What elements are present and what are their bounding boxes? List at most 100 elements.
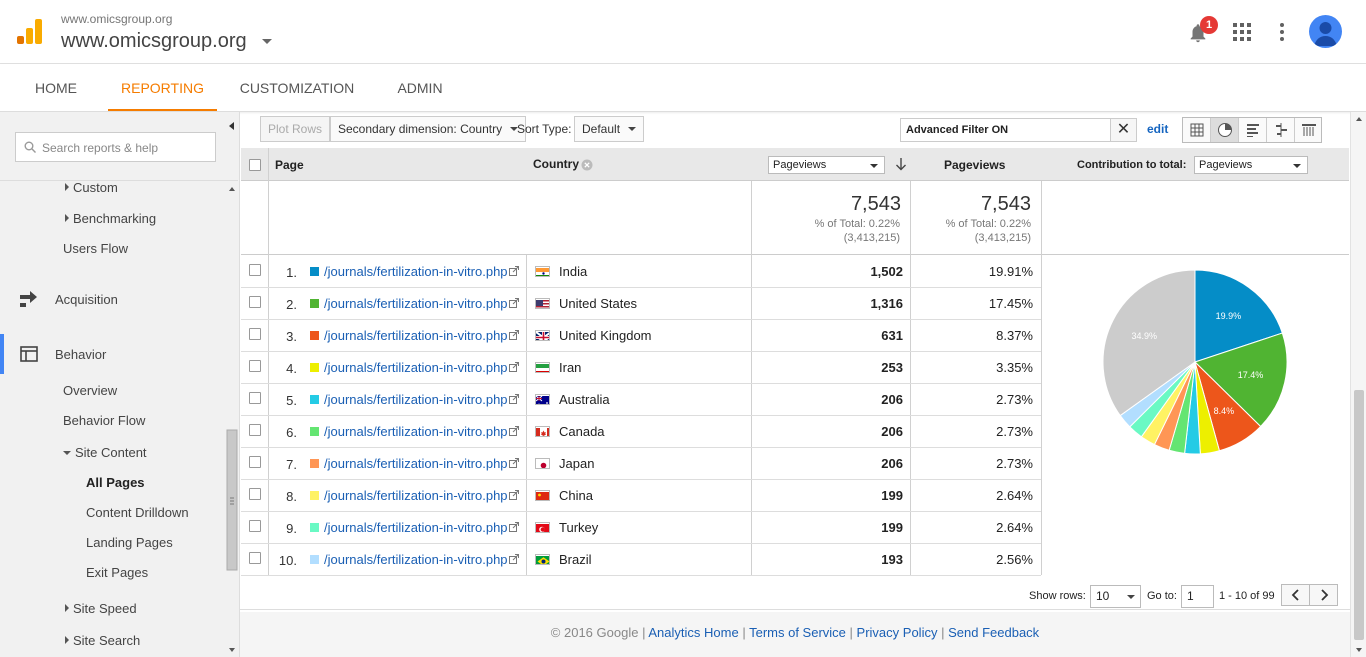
tab-admin[interactable]: ADMIN xyxy=(397,80,443,96)
clear-filter-button[interactable]: ✕ xyxy=(1110,118,1137,142)
advanced-filter-field[interactable]: Advanced Filter ON xyxy=(900,118,1111,142)
sidebar-item-site-search[interactable]: Site Search xyxy=(65,633,140,648)
previous-page-button[interactable] xyxy=(1282,585,1310,605)
pie-slice-other[interactable] xyxy=(1102,269,1196,417)
country-cell[interactable]: United Kingdom xyxy=(559,328,652,343)
page-link[interactable]: /journals/fertilization-in-vitro.php xyxy=(324,424,508,439)
external-link-icon[interactable] xyxy=(509,554,519,564)
row-checkbox[interactable] xyxy=(249,328,261,340)
country-cell[interactable]: China xyxy=(559,488,593,503)
contribution-select[interactable]: Pageviews xyxy=(1194,156,1308,174)
sidebar-item-acquisition[interactable]: Acquisition xyxy=(55,292,118,307)
metric-select[interactable]: Pageviews xyxy=(768,156,885,174)
row-checkbox[interactable] xyxy=(249,360,261,372)
row-checkbox[interactable] xyxy=(249,392,261,404)
page-link[interactable]: /journals/fertilization-in-vitro.php xyxy=(324,392,508,407)
scrollbar-thumb[interactable] xyxy=(1354,390,1364,640)
collapse-sidebar-icon[interactable] xyxy=(229,122,234,130)
external-link-icon[interactable] xyxy=(509,330,519,340)
external-link-icon[interactable] xyxy=(509,458,519,468)
country-cell[interactable]: Canada xyxy=(559,424,605,439)
page-link[interactable]: /journals/fertilization-in-vitro.php xyxy=(324,456,508,471)
secondary-dimension-select[interactable]: Secondary dimension: Country xyxy=(330,116,527,142)
search-input[interactable]: Search reports & help xyxy=(15,132,216,162)
account-avatar-icon[interactable] xyxy=(1309,15,1342,48)
sidebar-item-benchmarking[interactable]: Benchmarking xyxy=(65,211,156,226)
sort-type-select[interactable]: Default xyxy=(574,116,645,142)
terms-link[interactable]: Terms of Service xyxy=(749,625,846,640)
country-cell[interactable]: Japan xyxy=(559,456,595,471)
analytics-logo-icon[interactable] xyxy=(17,19,45,47)
row-checkbox[interactable] xyxy=(249,456,261,468)
tab-reporting[interactable]: REPORTING xyxy=(108,64,217,111)
page-link[interactable]: /journals/fertilization-in-vitro.php xyxy=(324,360,508,375)
page-link[interactable]: /journals/fertilization-in-vitro.php xyxy=(324,552,508,567)
sidebar-item-users-flow[interactable]: Users Flow xyxy=(63,241,129,256)
external-link-icon[interactable] xyxy=(509,426,519,436)
edit-filter-link[interactable]: edit xyxy=(1147,122,1169,136)
more-vert-icon[interactable] xyxy=(1276,23,1288,41)
country-cell[interactable]: India xyxy=(559,264,588,279)
notification-badge[interactable]: 1 xyxy=(1200,16,1218,34)
goto-input[interactable]: 1 xyxy=(1181,585,1214,608)
page-link[interactable]: /journals/fertilization-in-vitro.php xyxy=(324,264,508,279)
privacy-link[interactable]: Privacy Policy xyxy=(856,625,938,640)
column-header-pageviews[interactable]: Pageviews xyxy=(944,158,1006,172)
select-all-checkbox[interactable] xyxy=(249,159,261,171)
sidebar-scrollbar[interactable] xyxy=(226,182,238,657)
page-link[interactable]: /journals/fertilization-in-vitro.php xyxy=(324,328,508,343)
row-checkbox[interactable] xyxy=(249,520,261,532)
row-checkbox[interactable] xyxy=(249,296,261,308)
pie-slice-india[interactable] xyxy=(1194,269,1283,363)
country-cell[interactable]: United States xyxy=(559,296,638,311)
pie-view-icon[interactable] xyxy=(1211,118,1239,142)
chevron-down-icon[interactable] xyxy=(262,39,272,44)
pie-slice-united-states[interactable] xyxy=(1194,332,1288,428)
tab-customization[interactable]: CUSTOMIZATION xyxy=(239,80,355,96)
page-link[interactable]: /journals/fertilization-in-vitro.php xyxy=(324,488,508,503)
sidebar-item-site-speed[interactable]: Site Speed xyxy=(65,601,137,616)
external-link-icon[interactable] xyxy=(509,394,519,404)
external-link-icon[interactable] xyxy=(509,490,519,500)
row-checkbox[interactable] xyxy=(249,488,261,500)
pivot-view-icon[interactable] xyxy=(1295,118,1323,142)
sidebar-item-overview[interactable]: Overview xyxy=(63,383,118,398)
page-link[interactable]: /journals/fertilization-in-vitro.php xyxy=(324,520,508,535)
comparison-view-icon[interactable] xyxy=(1267,118,1295,142)
row-checkbox[interactable] xyxy=(249,552,261,564)
performance-view-icon[interactable] xyxy=(1239,118,1267,142)
sidebar-item-custom[interactable]: Custom xyxy=(65,180,118,195)
sidebar-item-content-drilldown[interactable]: Content Drilldown xyxy=(86,505,189,520)
apps-grid-icon[interactable] xyxy=(1233,23,1251,41)
country-cell[interactable]: Australia xyxy=(559,392,610,407)
sort-descending-icon[interactable] xyxy=(895,157,907,171)
page-link[interactable]: /journals/fertilization-in-vitro.php xyxy=(324,296,508,311)
table-view-icon[interactable] xyxy=(1183,118,1211,142)
remove-dimension-icon[interactable] xyxy=(581,159,593,171)
sidebar-item-behavior-flow[interactable]: Behavior Flow xyxy=(63,413,146,428)
show-rows-select[interactable]: 10 xyxy=(1090,585,1141,608)
feedback-link[interactable]: Send Feedback xyxy=(948,625,1040,640)
sidebar-item-landing-pages[interactable]: Landing Pages xyxy=(86,535,173,550)
page-scrollbar[interactable] xyxy=(1350,112,1366,657)
external-link-icon[interactable] xyxy=(509,362,519,372)
country-cell[interactable]: Turkey xyxy=(559,520,599,535)
view-selector[interactable]: www.omicsgroup.org xyxy=(61,30,247,52)
sidebar-item-all-pages[interactable]: All Pages xyxy=(86,475,145,490)
tab-home[interactable]: HOME xyxy=(35,80,77,96)
column-header-country[interactable]: Country xyxy=(533,157,579,171)
row-checkbox[interactable] xyxy=(249,264,261,276)
plot-rows-button[interactable]: Plot Rows xyxy=(260,116,331,142)
external-link-icon[interactable] xyxy=(509,522,519,532)
sidebar-item-site-content[interactable]: Site Content xyxy=(63,445,147,460)
country-cell[interactable]: Brazil xyxy=(559,552,592,567)
country-cell[interactable]: Iran xyxy=(559,360,582,375)
external-link-icon[interactable] xyxy=(509,298,519,308)
next-page-button[interactable] xyxy=(1310,585,1338,605)
column-header-page[interactable]: Page xyxy=(275,158,304,172)
external-link-icon[interactable] xyxy=(509,266,519,276)
sidebar-item-exit-pages[interactable]: Exit Pages xyxy=(86,565,149,580)
row-checkbox[interactable] xyxy=(249,424,261,436)
analytics-home-link[interactable]: Analytics Home xyxy=(648,625,739,640)
sidebar-item-behavior[interactable]: Behavior xyxy=(55,347,107,362)
